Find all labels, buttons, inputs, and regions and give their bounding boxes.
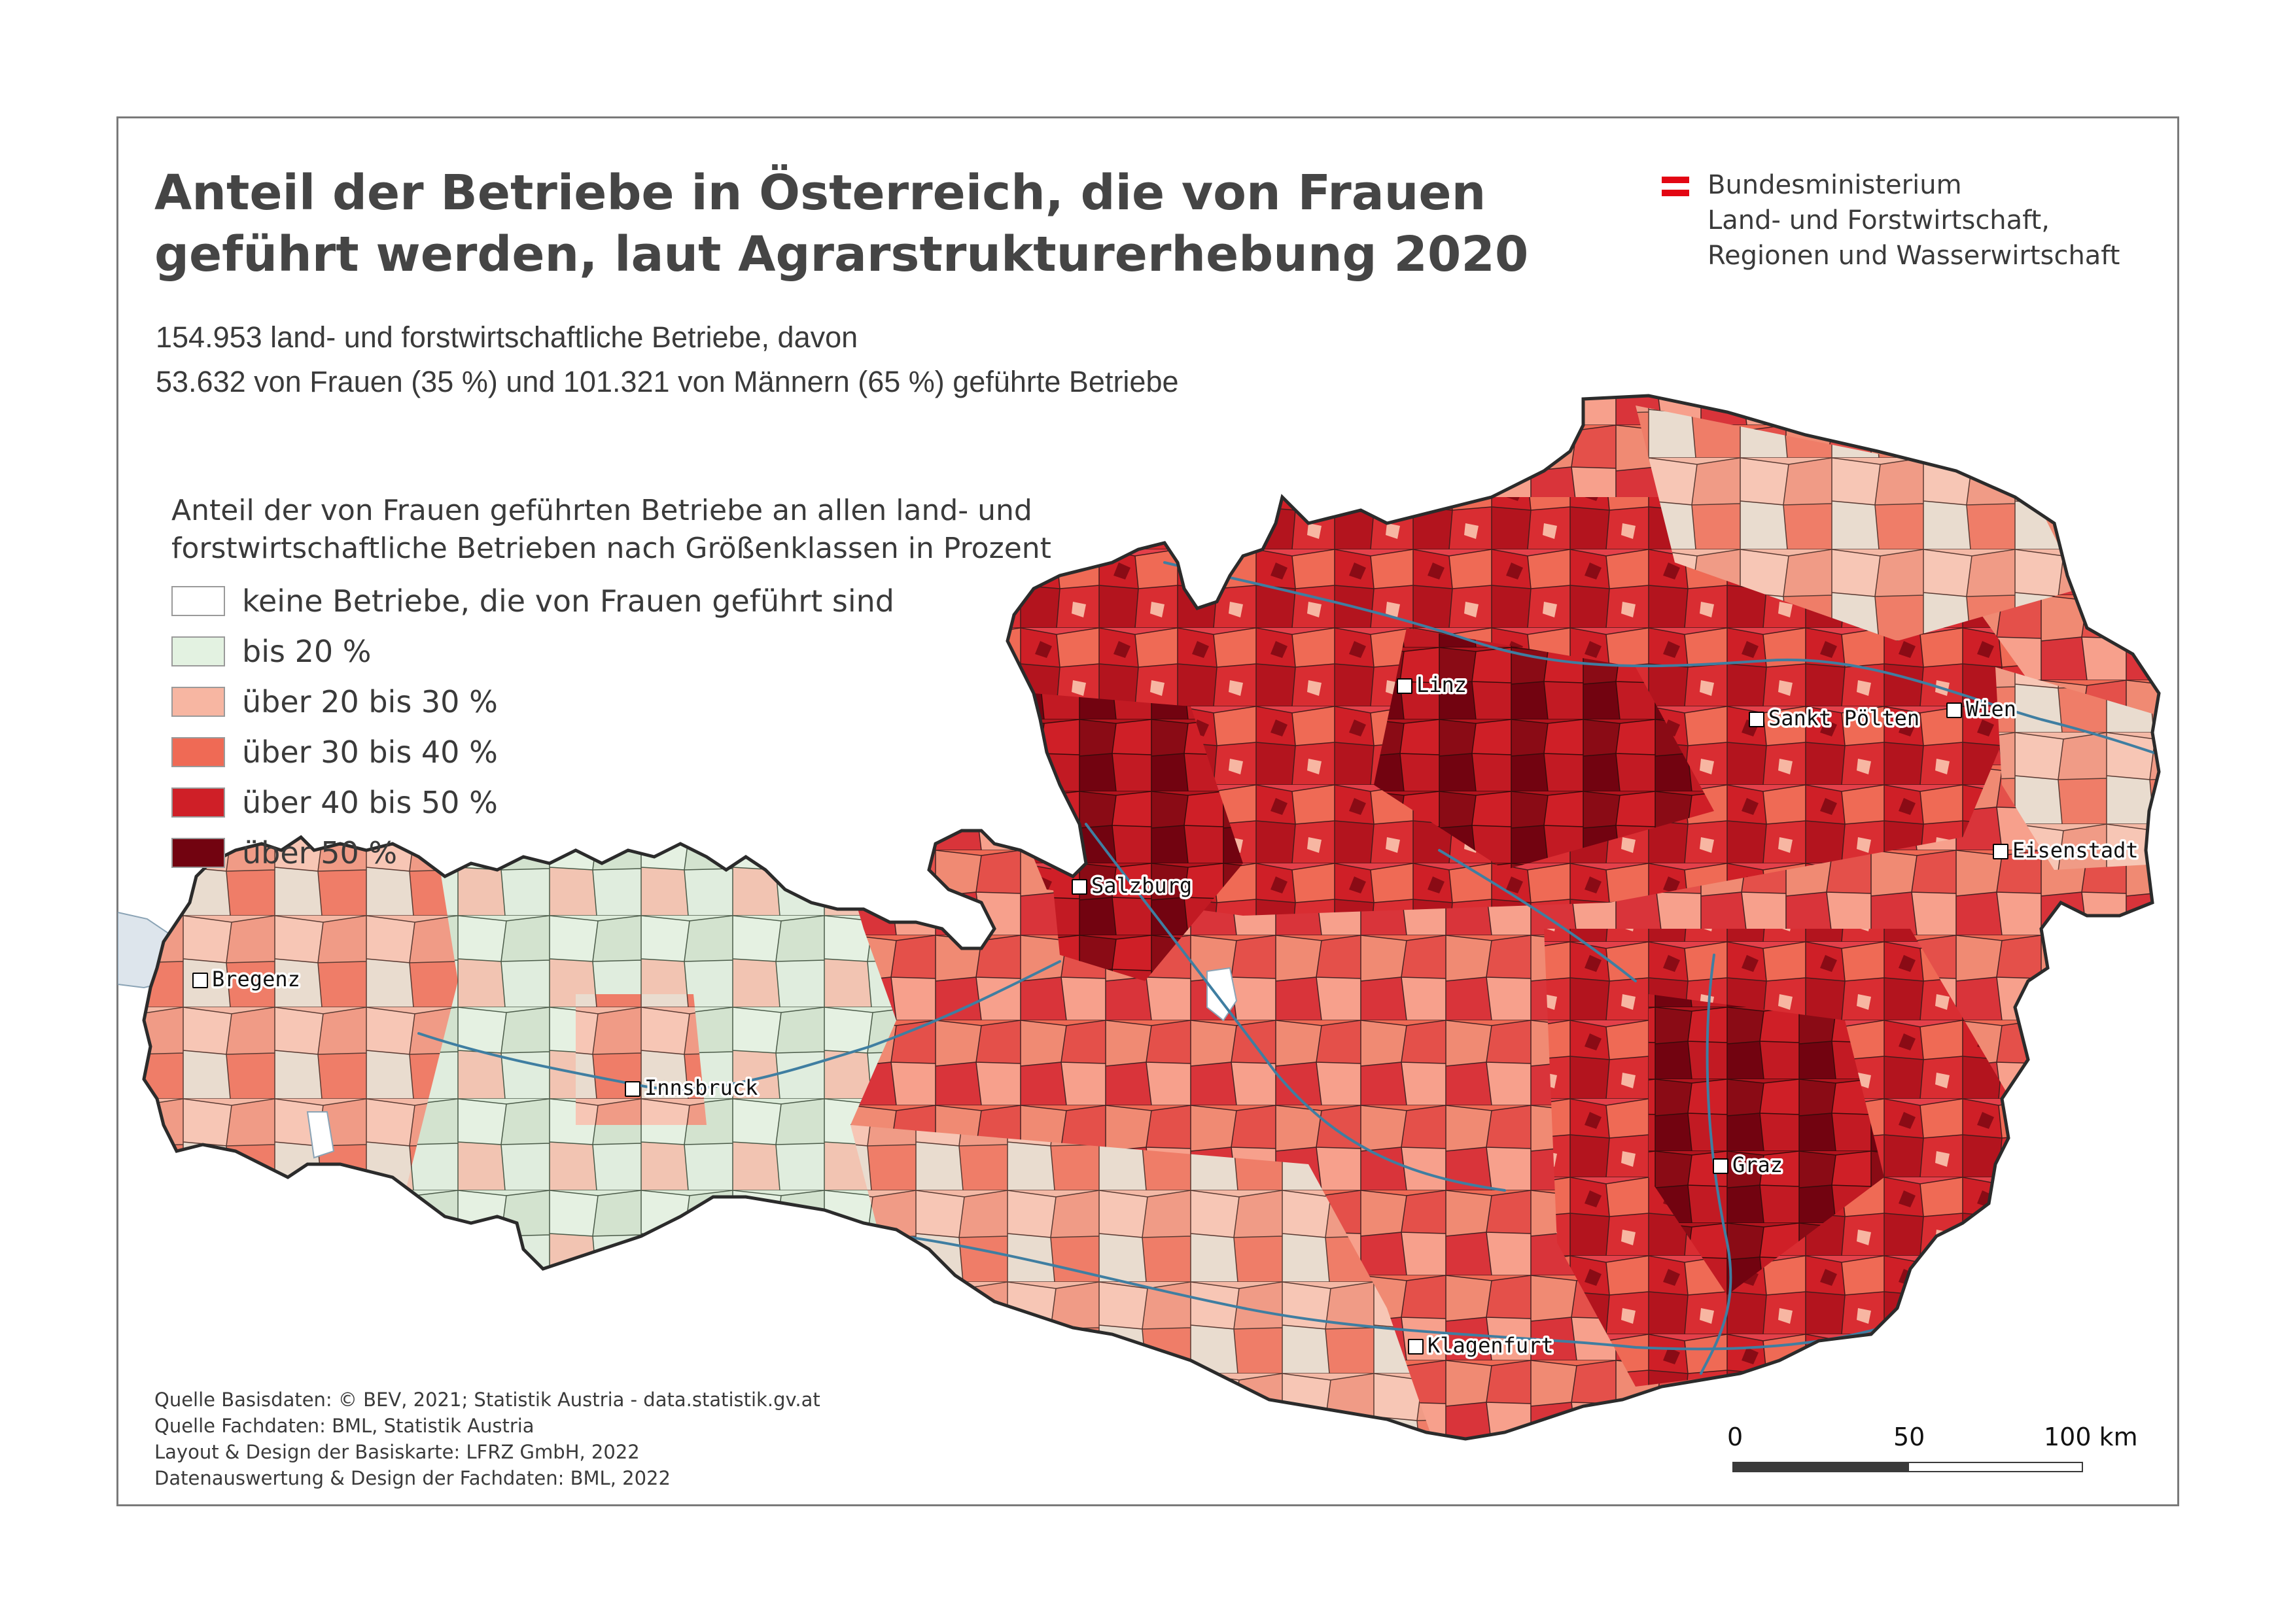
title-line-2: geführt werden, laut Agrarstrukturerhebu… [154,226,1529,283]
city-linz[interactable]: Linz [1397,670,1469,700]
city-label-bregenz: Bregenz [212,967,300,992]
region-salzburg-dark [1034,693,1243,981]
city-label-klagenfurt: Klagenfurt [1428,1333,1554,1358]
scale-tick-50: 50 [1893,1423,1925,1451]
ministry-name-line-2: Land- und Forstwirtschaft, [1708,205,2050,235]
credit-line-3: Layout & Design der Basiskarte: LFRZ Gmb… [154,1441,640,1463]
map-title: Anteil der Betriebe in Österreich, die v… [154,162,1626,285]
region-north-border-light [1636,406,2080,641]
city-marker-icon [1397,678,1412,694]
subtitle-line-1: 154.953 land- und forstwirtschaftliche B… [156,320,858,354]
credit-line-4: Datenauswertung & Design der Fachdaten: … [154,1467,671,1489]
city-wien[interactable]: Wien [1946,695,2019,724]
city-label-eisenstadt: Eisenstadt [2012,838,2139,863]
credit-line-2: Quelle Fachdaten: BML, Statistik Austria [154,1415,534,1437]
scale-tick-100: 100 km [2044,1423,2138,1451]
city-label-linz: Linz [1416,672,1467,697]
city-markers: Bregenz Innsbruck Salzburg Linz Sankt Pö… [192,670,2141,1360]
legend-title-line-2: forstwirtschaftliche Betrieben nach Größ… [171,532,1051,565]
legend-swatch-none [171,585,225,616]
legend-swatch-over-50 [171,837,225,868]
legend-title-line-1: Anteil der von Frauen geführten Betriebe… [171,494,1032,527]
region-vorarlberg-mixed [144,818,458,1190]
credit-line-1: Quelle Basisdaten: © BEV, 2021; Statisti… [154,1389,820,1411]
legend-item-over-50: über 50 % [171,827,1051,878]
city-marker-icon [1993,844,2008,859]
source-credits: Quelle Basisdaten: © BEV, 2021; Statisti… [154,1387,820,1491]
ministry-name-line-1: Bundesministerium [1708,170,1962,200]
city-innsbruck[interactable]: Innsbruck [625,1073,760,1103]
city-sankt-poelten[interactable]: Sankt Pölten [1749,704,1922,733]
legend-label: über 30 bis 40 % [242,734,498,770]
title-line-1: Anteil der Betriebe in Österreich, die v… [154,165,1486,221]
legend-label: über 40 bis 50 % [242,784,498,820]
legend-swatch-30-40 [171,736,225,767]
legend-item-up-to-20: bis 20 % [171,626,1051,676]
city-marker-icon [1072,879,1087,895]
legend-label: bis 20 % [242,633,372,669]
legend-label: über 20 bis 30 % [242,683,498,719]
legend-title: Anteil der von Frauen geführten Betriebe… [171,492,1051,568]
city-klagenfurt[interactable]: Klagenfurt [1408,1331,1556,1360]
legend-item-40-50: über 40 bis 50 % [171,777,1051,827]
city-marker-icon [192,973,208,988]
lake-vorarlberg [306,1111,335,1159]
city-marker-icon [1946,702,1962,718]
legend-item-30-40: über 30 bis 40 % [171,727,1051,777]
legend-item-20-30: über 20 bis 30 % [171,676,1051,727]
scale-segment-light [1908,1462,2083,1472]
city-label-wien: Wien [1966,697,2016,721]
city-marker-icon [1749,712,1764,727]
city-eisenstadt[interactable]: Eisenstadt [1993,836,2141,865]
legend-label: keine Betriebe, die von Frauen geführt s… [242,583,894,619]
city-salzburg[interactable]: Salzburg [1072,871,1195,901]
ministry-name-line-3: Regionen und Wasserwirtschaft [1708,241,2120,271]
flag-stripe-bottom [1662,190,1689,196]
city-graz[interactable]: Graz [1713,1150,1785,1180]
city-label-sankt-poelten: Sankt Pölten [1768,706,1919,731]
city-marker-icon [1408,1339,1424,1355]
legend-swatch-20-30 [171,686,225,717]
subtitle-line-2: 53.632 von Frauen (35 %) und 101.321 von… [156,365,1179,398]
legend-swatch-up-to-20 [171,636,225,666]
legend-item-none: keine Betriebe, die von Frauen geführt s… [171,576,1051,626]
flag-stripe-middle [1662,183,1689,190]
flag-stripe-top [1662,177,1689,183]
scale-segment-dark [1732,1462,1908,1472]
map-subtitle: 154.953 land- und forstwirtschaftliche B… [156,315,1179,404]
map-legend: Anteil der von Frauen geführten Betriebe… [171,492,1051,878]
legend-label: über 50 % [242,835,398,871]
rivers [417,561,2159,1375]
region-central-dark [1374,628,1714,870]
scale-bar: 0 50 100 km [1714,1423,2138,1481]
austrian-flag-icon [1662,177,1689,196]
legend-swatch-40-50 [171,787,225,818]
city-marker-icon [1713,1158,1728,1174]
city-label-graz: Graz [1732,1152,1783,1177]
scale-tick-0: 0 [1727,1423,1743,1451]
city-label-salzburg: Salzburg [1091,873,1192,898]
city-label-innsbruck: Innsbruck [644,1075,758,1100]
city-marker-icon [625,1081,640,1097]
city-bregenz[interactable]: Bregenz [192,965,302,994]
region-innsbruck-mixed [576,994,707,1125]
